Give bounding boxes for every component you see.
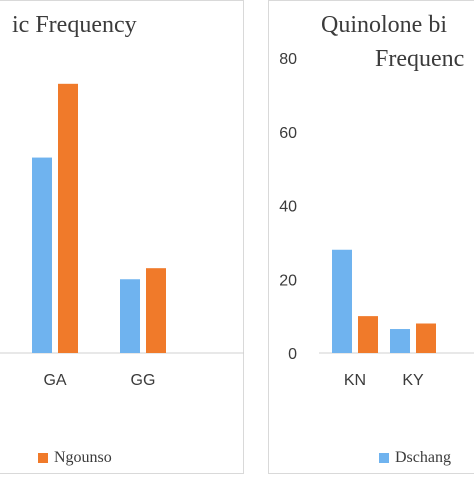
bar-left-ga-series2 xyxy=(58,83,78,353)
left-chart-panel: ic Frequency GA GG Ngounso xyxy=(0,0,244,474)
left-chart-title: ic Frequency xyxy=(12,12,137,38)
left-legend: Ngounso xyxy=(38,449,112,467)
bar-right-kn-series2 xyxy=(358,316,378,353)
bar-right-kn-series1 xyxy=(332,249,352,353)
bar-right-ky-series2 xyxy=(416,323,436,353)
legend-label-dschang: Dschang xyxy=(395,449,451,466)
left-chart-plot: GA GG xyxy=(0,83,244,389)
y-tick-label-0: 0 xyxy=(288,346,297,363)
legend-swatch-dschang xyxy=(379,453,389,463)
bar-left-ga-series1 xyxy=(32,157,52,353)
x-tick-label-gg: GG xyxy=(131,372,156,389)
right-chart-title-line2: Frequenc xyxy=(375,46,465,72)
x-tick-label-kn: KN xyxy=(344,372,366,389)
right-chart-panel: Quinolone bi Frequenc 80 60 40 20 0 KN KY Dsch… xyxy=(268,0,474,474)
y-tick-label-20: 20 xyxy=(279,272,297,289)
y-tick-label-60: 60 xyxy=(279,125,297,142)
bar-left-gg-series1 xyxy=(120,279,140,353)
right-legend: Dschang xyxy=(379,449,451,467)
legend-swatch-ngounso xyxy=(38,453,48,463)
bar-right-ky-series1 xyxy=(390,329,410,353)
y-tick-label-40: 40 xyxy=(279,199,297,216)
y-tick-label-80: 80 xyxy=(279,51,297,68)
right-chart-plot: 80 60 40 20 0 KN KY xyxy=(279,51,474,389)
bar-left-gg-series2 xyxy=(146,268,166,353)
x-tick-label-ga: GA xyxy=(43,372,66,389)
x-tick-label-ky: KY xyxy=(402,372,424,389)
legend-label-ngounso: Ngounso xyxy=(54,449,112,466)
right-chart-title-line1: Quinolone bi xyxy=(321,12,447,38)
